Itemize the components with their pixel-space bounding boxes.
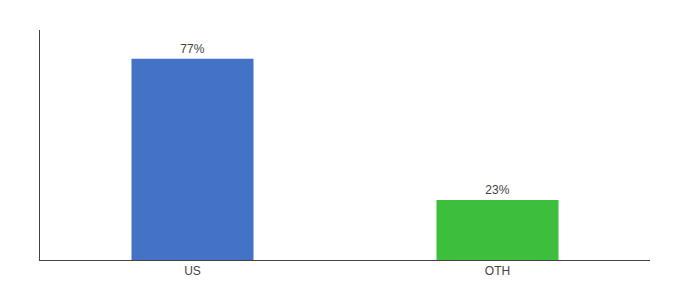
svg-text:77%: 77%	[180, 42, 204, 56]
svg-text:23%: 23%	[485, 183, 509, 197]
svg-text:US: US	[184, 264, 201, 278]
svg-text:OTH: OTH	[485, 264, 510, 278]
